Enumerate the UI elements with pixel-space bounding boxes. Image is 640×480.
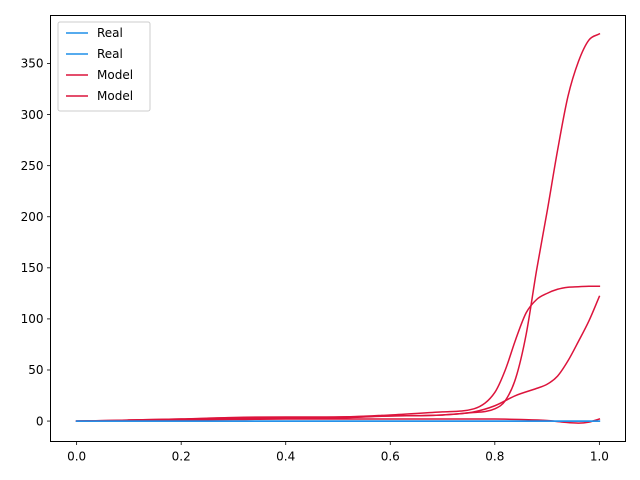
y-tick-label: 300 [21, 108, 44, 122]
y-tick-label: 50 [28, 363, 43, 377]
y-tick-label: 100 [21, 312, 44, 326]
series-line-model-6 [75, 418, 601, 424]
x-tick-label: 0.8 [485, 450, 504, 464]
y-tick-label: 350 [21, 57, 44, 71]
x-axis: 0.0 0.2 0.4 0.6 0.8 1.0 [67, 441, 609, 464]
x-tick-label: 1.0 [590, 450, 609, 464]
y-tick-label: 200 [21, 210, 44, 224]
legend-label-real: Real [97, 47, 123, 61]
legend-label-real: Real [97, 26, 123, 40]
x-tick-label: 0.2 [172, 450, 191, 464]
y-tick-label: 0 [36, 414, 44, 428]
legend: Real Real Model Model [57, 21, 151, 112]
legend-label-model: Model [97, 89, 133, 103]
y-axis: 0 50 100 150 200 250 300 350 [21, 57, 51, 428]
series-line-model-5 [75, 295, 601, 422]
y-tick-label: 150 [21, 261, 44, 275]
plot-frame [50, 15, 626, 442]
y-tick-label: 250 [21, 159, 44, 173]
plot-lines [75, 32, 601, 424]
x-tick-label: 0.6 [381, 450, 400, 464]
x-tick-label: 0.4 [276, 450, 295, 464]
legend-box [57, 21, 151, 112]
legend-label-model: Model [97, 68, 133, 82]
x-tick-label: 0.0 [67, 450, 86, 464]
